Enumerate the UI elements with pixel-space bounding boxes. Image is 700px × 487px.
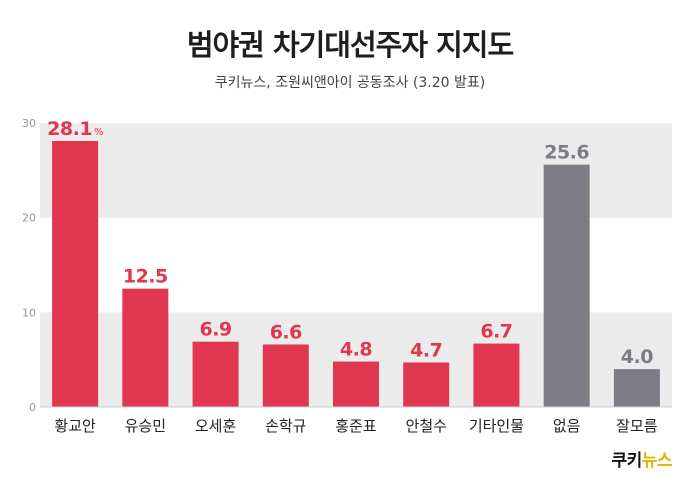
data-label: 12.5 bbox=[123, 266, 168, 288]
bar bbox=[613, 369, 660, 407]
data-label: 4.8 bbox=[340, 339, 372, 361]
y-tick-label: 0 bbox=[29, 401, 36, 414]
bar bbox=[122, 288, 169, 407]
category-label: 기타인물 bbox=[469, 417, 524, 435]
data-label: 6.9 bbox=[199, 319, 231, 341]
chart-title: 범야권 차기대선주자 지지도 bbox=[186, 28, 514, 62]
category-label: 없음 bbox=[553, 417, 581, 435]
kuki-news-logo: 쿠키뉴스 bbox=[611, 446, 672, 471]
data-label: 6.6 bbox=[270, 322, 302, 344]
category-label: 잘모름 bbox=[616, 417, 658, 435]
data-label: 28.1% bbox=[47, 118, 103, 140]
chart-subtitle: 쿠키뉴스, 조원씨앤아이 공동조사 (3.20 발표) bbox=[214, 75, 486, 91]
bar bbox=[543, 164, 590, 407]
bar bbox=[403, 362, 450, 407]
y-tick-label: 10 bbox=[22, 306, 36, 319]
bar bbox=[262, 344, 309, 407]
logo-part-2: 뉴스 bbox=[641, 451, 673, 471]
bar bbox=[473, 343, 520, 407]
category-label: 홍준표 bbox=[335, 417, 377, 435]
category-label: 오세훈 bbox=[195, 417, 236, 435]
logo-part-1: 쿠키 bbox=[611, 451, 642, 471]
bar bbox=[52, 140, 99, 407]
category-label: 황교안 bbox=[54, 417, 96, 435]
data-label: 4.0 bbox=[621, 346, 653, 368]
category-label: 손학규 bbox=[265, 417, 306, 435]
y-tick-label: 30 bbox=[22, 117, 36, 130]
unit-label: % bbox=[94, 127, 103, 138]
data-label: 4.7 bbox=[410, 340, 442, 362]
data-label: 6.7 bbox=[480, 321, 512, 343]
bar bbox=[192, 341, 239, 407]
category-label: 유승민 bbox=[125, 417, 166, 435]
category-label: 안철수 bbox=[406, 417, 447, 435]
y-tick-label: 20 bbox=[22, 212, 36, 225]
bar bbox=[333, 361, 379, 407]
data-label: 25.6 bbox=[544, 142, 589, 164]
